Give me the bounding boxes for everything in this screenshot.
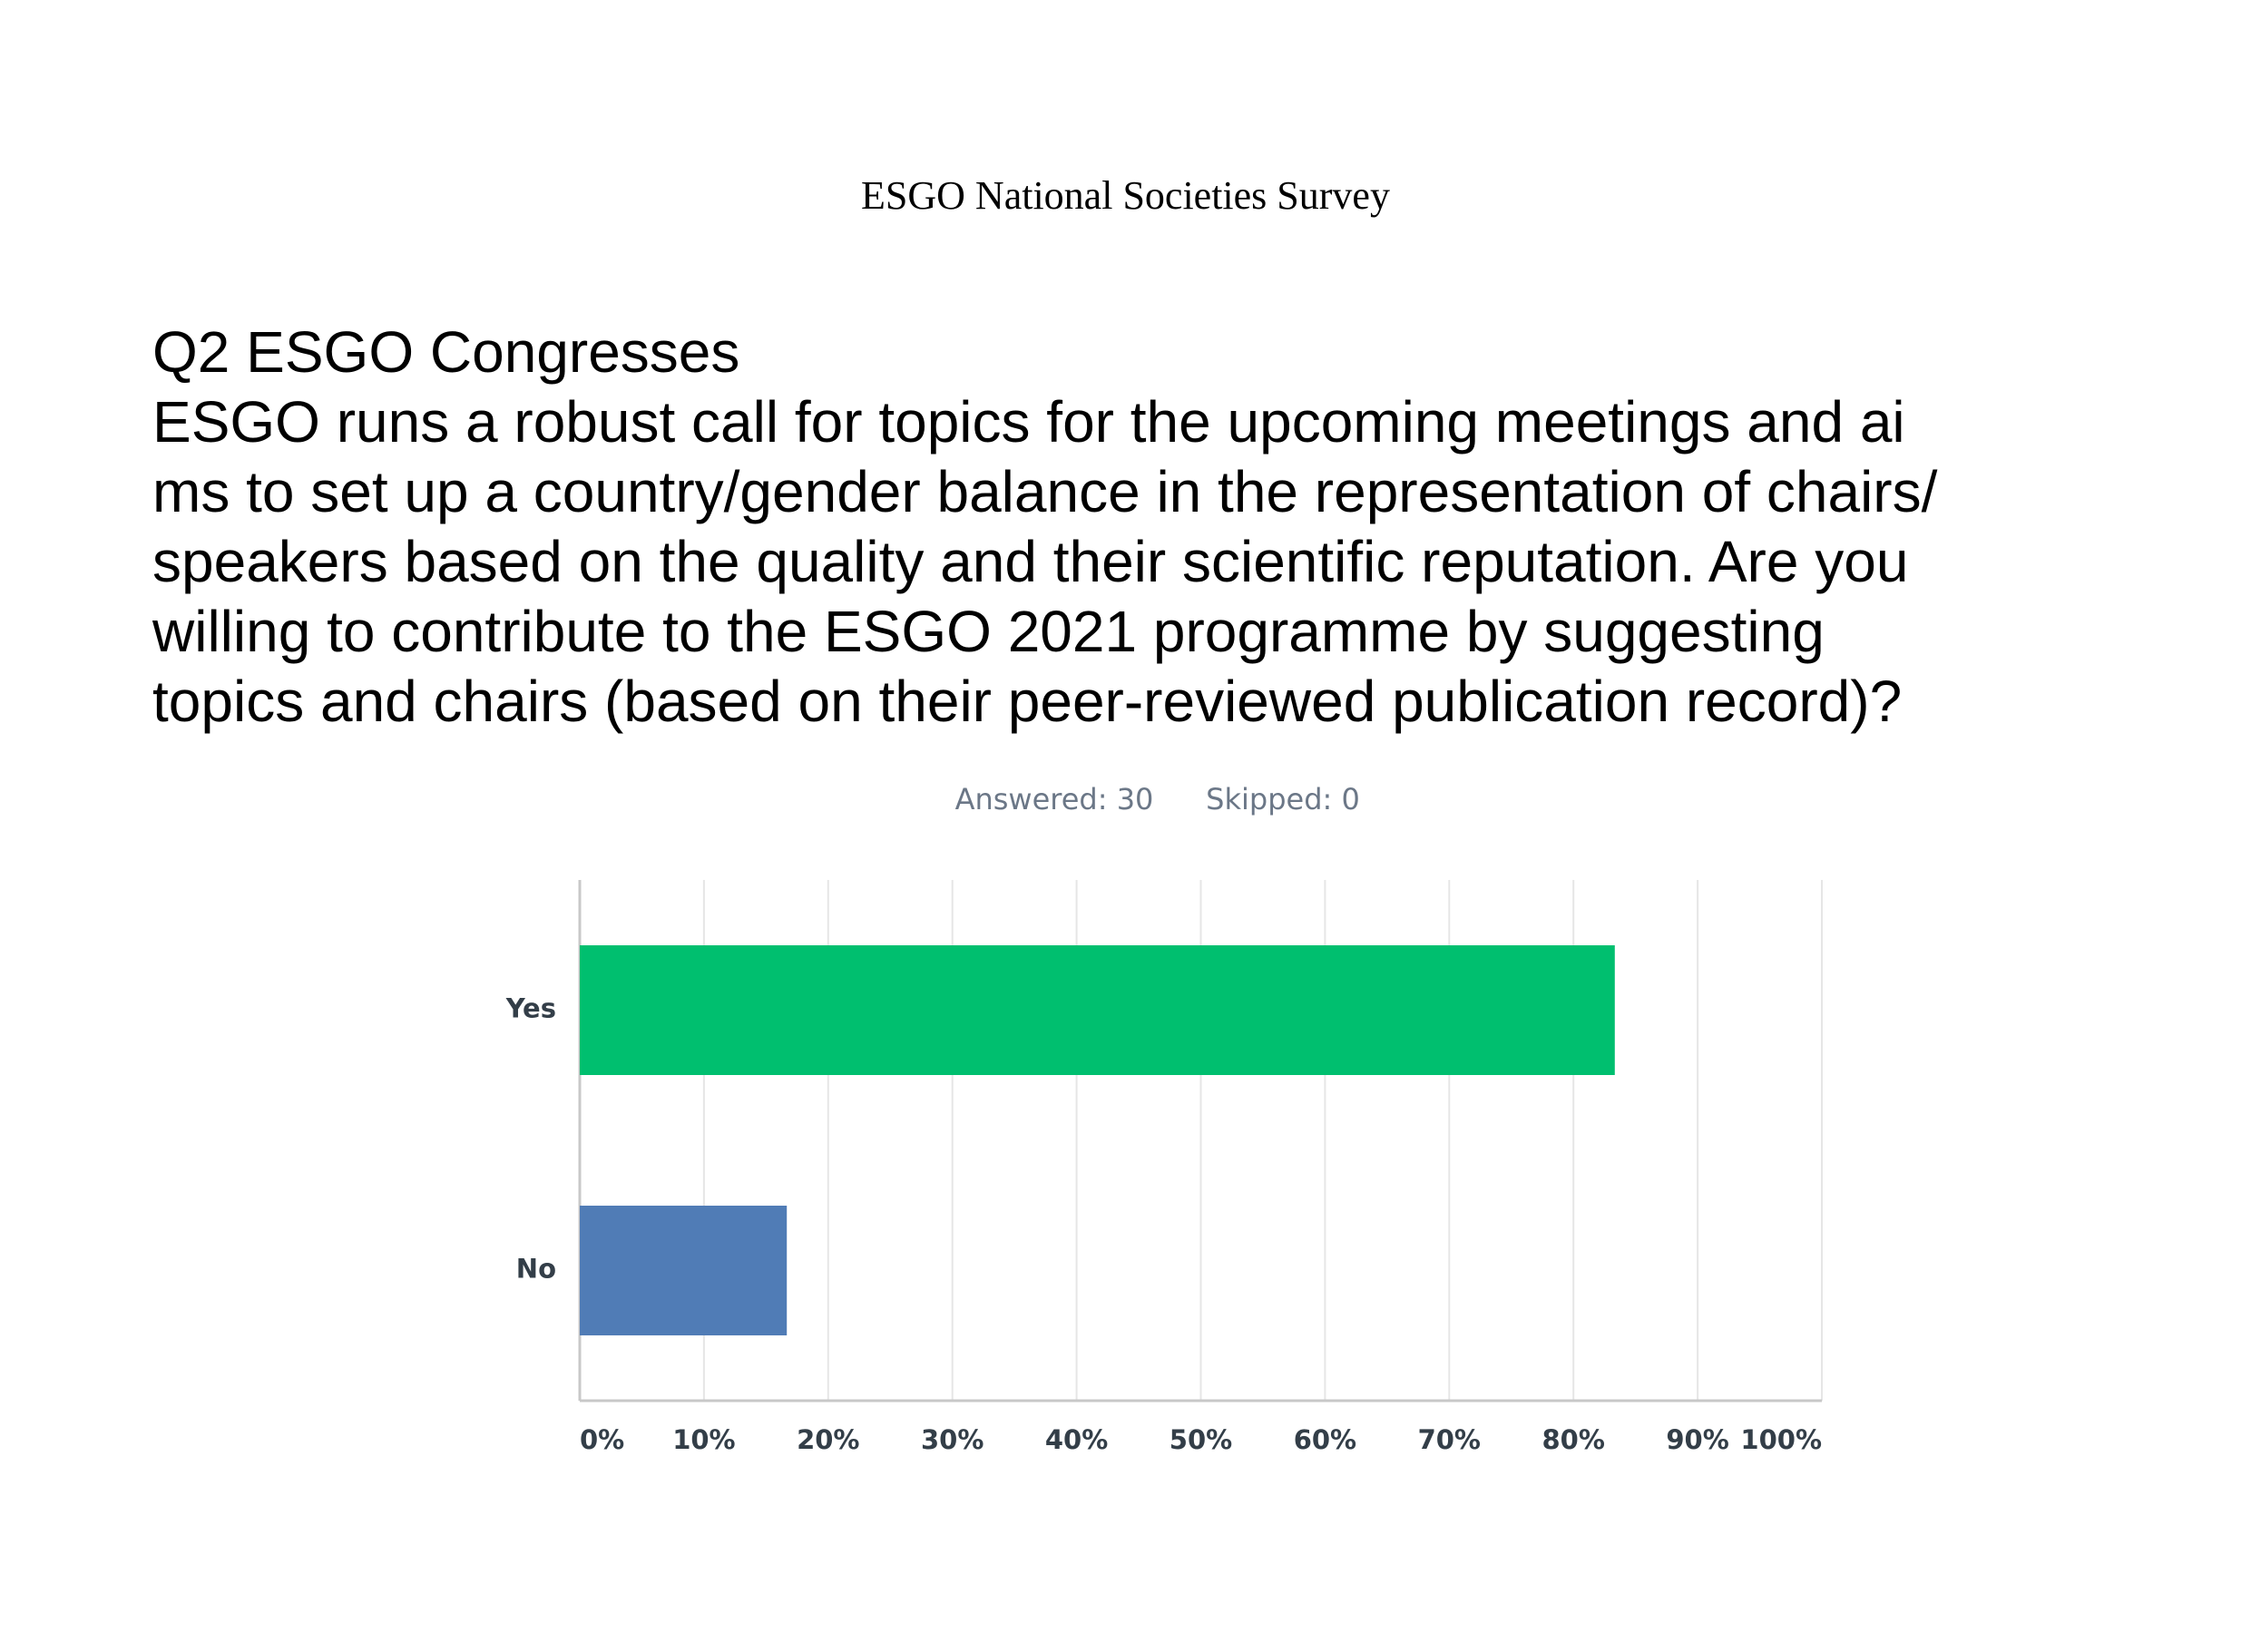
x-tick-label: 10% bbox=[672, 1424, 735, 1455]
y-tick-label: Yes bbox=[505, 993, 556, 1024]
bar bbox=[580, 945, 1615, 1075]
x-tick-label: 50% bbox=[1170, 1424, 1232, 1455]
x-tick-label: 80% bbox=[1541, 1424, 1604, 1455]
x-tick-label: 30% bbox=[921, 1424, 984, 1455]
y-tick-label: No bbox=[516, 1254, 556, 1285]
question-line: Q2 ESGO Congresses bbox=[152, 319, 740, 385]
x-tick-label: 20% bbox=[797, 1424, 859, 1455]
question-line: ESGO runs a robust call for topics for t… bbox=[152, 389, 1905, 455]
answered: Answered: 30 bbox=[955, 782, 1154, 816]
question-line: topics and chairs (based on their peer-r… bbox=[152, 669, 1903, 734]
x-tick-label: 90% bbox=[1666, 1424, 1728, 1455]
page-header: ESGO National Societies Survey bbox=[861, 173, 1390, 218]
x-tick-label: 60% bbox=[1294, 1424, 1356, 1455]
question: Q2 ESGO Congresses ESGO runs a robust cal… bbox=[152, 318, 1937, 737]
bar bbox=[580, 1206, 788, 1335]
x-tick-label: 100% bbox=[1740, 1424, 1822, 1455]
x-tick-label: 70% bbox=[1418, 1424, 1481, 1455]
x-tick-label: 0% bbox=[580, 1424, 624, 1455]
skipped: Skipped: 0 bbox=[1206, 782, 1360, 816]
question-line: speakers based on the quality and their … bbox=[152, 529, 1909, 594]
question-line: ms to set up a country/gender balance in… bbox=[152, 459, 1938, 524]
x-tick-label: 40% bbox=[1045, 1424, 1108, 1455]
question-line: willing to contribute to the ESGO 2021 p… bbox=[152, 599, 1825, 664]
